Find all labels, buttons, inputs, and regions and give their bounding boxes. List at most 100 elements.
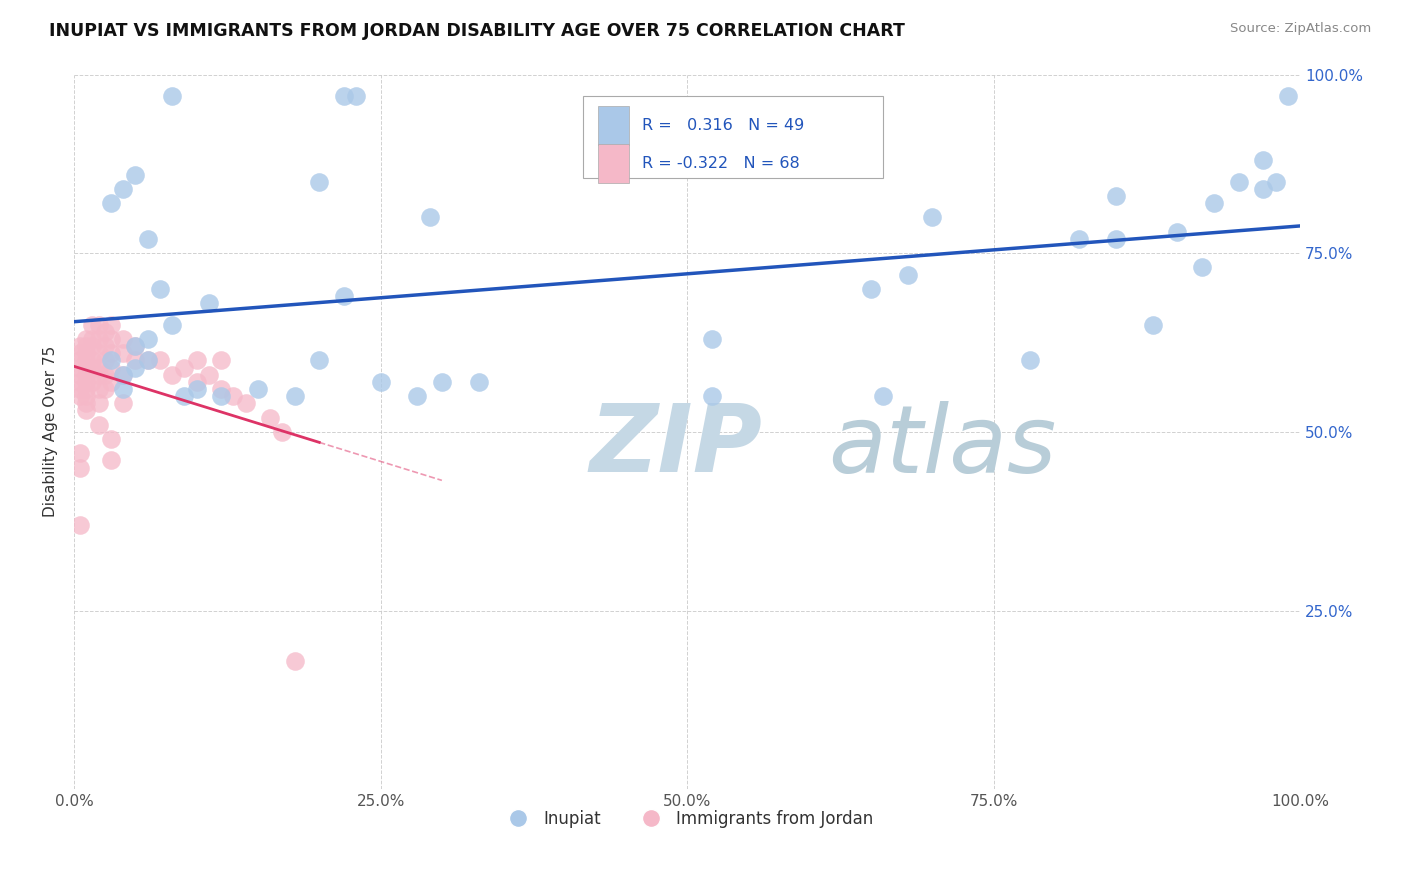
Point	[93, 353, 115, 368]
Legend: Inupiat, Immigrants from Jordan: Inupiat, Immigrants from Jordan	[495, 803, 880, 835]
Point	[100, 332, 122, 346]
Point	[112, 332, 135, 346]
Point	[198, 296, 221, 310]
Point	[69, 368, 91, 382]
Point	[87, 318, 110, 332]
Point	[370, 375, 392, 389]
Point	[112, 382, 135, 396]
Point	[136, 232, 159, 246]
Text: Source: ZipAtlas.com: Source: ZipAtlas.com	[1230, 22, 1371, 36]
Point	[75, 403, 97, 417]
Point	[69, 375, 91, 389]
Point	[75, 332, 97, 346]
Point	[82, 360, 104, 375]
FancyBboxPatch shape	[583, 96, 883, 178]
Point	[173, 389, 195, 403]
Point	[75, 368, 97, 382]
Point	[259, 410, 281, 425]
Point	[333, 89, 356, 103]
Point	[186, 375, 208, 389]
Text: ZIP: ZIP	[589, 401, 762, 492]
Point	[69, 517, 91, 532]
Y-axis label: Disability Age Over 75: Disability Age Over 75	[44, 346, 58, 517]
Text: atlas: atlas	[828, 401, 1056, 491]
Point	[136, 353, 159, 368]
Point	[149, 353, 172, 368]
Point	[124, 168, 146, 182]
Point	[1166, 225, 1188, 239]
Point	[112, 396, 135, 410]
Point	[1105, 232, 1128, 246]
Point	[87, 396, 110, 410]
Point	[87, 346, 110, 360]
Point	[82, 339, 104, 353]
Point	[921, 211, 943, 225]
Text: R =   0.316   N = 49: R = 0.316 N = 49	[641, 118, 804, 133]
Point	[700, 332, 723, 346]
Point	[209, 353, 232, 368]
Point	[284, 654, 307, 668]
Point	[186, 353, 208, 368]
Point	[75, 396, 97, 410]
Point	[100, 346, 122, 360]
Point	[209, 389, 232, 403]
Point	[160, 318, 183, 332]
Point	[700, 389, 723, 403]
Point	[82, 353, 104, 368]
Point	[308, 175, 330, 189]
Point	[1142, 318, 1164, 332]
Point	[100, 196, 122, 211]
Point	[75, 389, 97, 403]
Point	[100, 432, 122, 446]
Point	[124, 339, 146, 353]
Point	[1019, 353, 1042, 368]
Point	[1191, 260, 1213, 275]
Point	[344, 89, 367, 103]
Point	[69, 360, 91, 375]
Point	[87, 332, 110, 346]
Point	[75, 360, 97, 375]
Point	[1251, 153, 1274, 168]
Point	[149, 282, 172, 296]
Point	[284, 389, 307, 403]
Bar	[598, 144, 630, 183]
Point	[100, 453, 122, 467]
Point	[69, 346, 91, 360]
Point	[82, 375, 104, 389]
Point	[100, 353, 122, 368]
Point	[75, 353, 97, 368]
Point	[112, 346, 135, 360]
Point	[308, 353, 330, 368]
Point	[430, 375, 453, 389]
Point	[124, 339, 146, 353]
Point	[124, 353, 146, 368]
Point	[87, 382, 110, 396]
Point	[1105, 189, 1128, 203]
Bar	[598, 106, 630, 145]
Point	[271, 425, 294, 439]
Point	[69, 389, 91, 403]
Point	[160, 368, 183, 382]
Point	[160, 89, 183, 103]
Point	[222, 389, 245, 403]
Point	[246, 382, 269, 396]
Point	[186, 382, 208, 396]
Point	[87, 417, 110, 432]
Point	[100, 360, 122, 375]
Point	[93, 368, 115, 382]
Point	[75, 346, 97, 360]
Point	[75, 375, 97, 389]
Point	[872, 389, 894, 403]
Point	[100, 318, 122, 332]
Point	[93, 382, 115, 396]
Point	[406, 389, 429, 403]
Point	[75, 382, 97, 396]
Point	[87, 360, 110, 375]
Point	[467, 375, 489, 389]
Point	[93, 339, 115, 353]
Point	[1227, 175, 1250, 189]
Point	[82, 318, 104, 332]
Point	[897, 268, 920, 282]
Point	[75, 339, 97, 353]
Point	[1204, 196, 1226, 211]
